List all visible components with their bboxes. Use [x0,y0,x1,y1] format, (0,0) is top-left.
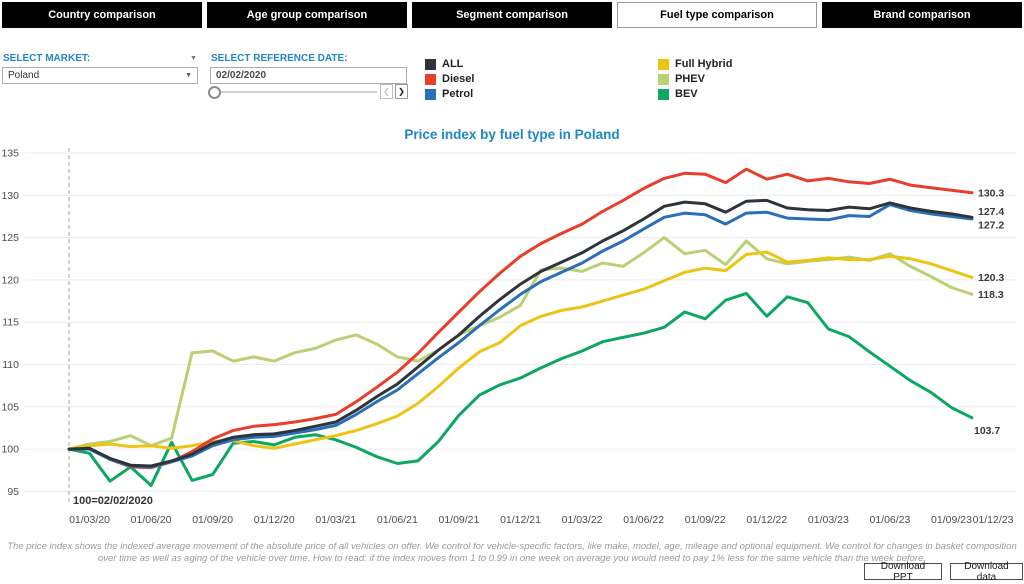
chart-footnote: The price index shows the indexed averag… [7,541,1017,565]
price-index-chart: 95 100 105 110 115 120 125 130 135 01/03/20 01/06/… [1,148,1016,526]
x-axis-label: 01/09/22 [685,514,726,526]
legend-label: ALL [442,58,464,70]
y-axis-label: 115 [2,317,19,329]
chevron-down-icon: ▼ [185,72,192,79]
series-end-label: 118.3 [978,289,1004,301]
legend-item-bev: BEV [658,88,698,100]
select-market-label: SELECT MARKET: [3,53,91,64]
x-axis-label: 01/03/20 [69,514,110,526]
chart-title: Price index by fuel type in Poland [404,127,620,142]
x-axis-label: 01/12/21 [500,514,541,526]
date-slider-handle[interactable] [208,86,221,99]
legend-item-diesel: Diesel [425,73,474,85]
series-end-label: 103.7 [974,425,1000,437]
y-axis-label: 135 [1,148,19,160]
date-next-button[interactable]: ❯ [395,84,408,99]
x-axis-label: 01/06/23 [869,514,910,526]
legend-item-full-hybrid: Full Hybrid [658,58,732,70]
tab-country-comparison[interactable]: Country comparison [2,2,202,28]
tab-fuel-type-comparison[interactable]: Fuel type comparison [617,2,817,28]
tab-brand-comparison[interactable]: Brand comparison [822,2,1022,28]
legend-swatch-icon [425,58,436,70]
x-axis-label: 01/09/23 [931,514,972,526]
x-axis-label: 01/06/20 [131,514,172,526]
reference-annotation: 100=02/02/2020 [73,495,153,507]
legend-swatch-icon [658,73,669,85]
series-line-all [67,198,974,468]
select-reference-date-label: SELECT REFERENCE DATE: [211,53,348,64]
legend-swatch-icon [425,73,436,85]
legend-item-phev: PHEV [658,73,705,85]
legend-label: Full Hybrid [675,58,733,70]
tab-segment-comparison[interactable]: Segment comparison [412,2,612,28]
series-end-label: 130.3 [978,187,1004,199]
series-line-bev [67,291,974,487]
date-slider-track[interactable] [219,91,377,93]
legend-label: Petrol [442,88,474,100]
x-axis-label: 01/03/22 [562,514,603,526]
y-axis-label: 100 [1,444,19,456]
legend-item-petrol: Petrol [425,88,473,100]
x-axis-label: 01/12/23 [973,514,1014,526]
legend-label: PHEV [675,73,705,85]
series-line-petrol [67,203,974,469]
legend-swatch-icon [425,88,436,100]
series-end-label: 120.3 [978,272,1004,284]
y-axis-label: 130 [1,190,19,202]
tab-bar: Country comparison Age group comparison Se… [2,2,1022,28]
date-prev-button[interactable]: ❮ [380,84,393,99]
tab-age-group-comparison[interactable]: Age group comparison [207,2,407,28]
download-data-button[interactable]: Download data [950,561,1023,583]
legend-swatch-icon [658,58,669,70]
x-axis-label: 01/06/21 [377,514,418,526]
y-axis-label: 125 [1,232,19,244]
y-axis-label: 120 [1,274,19,286]
reference-date-input[interactable] [210,67,407,84]
series-end-label: 127.2 [978,219,1004,231]
x-axis-label: 01/12/20 [254,514,295,526]
x-axis-label: 01/03/21 [315,514,356,526]
x-axis-label: 01/09/20 [192,514,233,526]
legend-swatch-icon [658,88,669,100]
y-axis-label: 105 [1,401,19,413]
x-axis-label: 01/12/22 [746,514,787,526]
download-ppt-button[interactable]: Download PPT [864,561,942,583]
y-axis-label: 95 [7,486,19,498]
x-axis-label: 01/06/22 [623,514,664,526]
series-line-phev [67,236,974,451]
legend-label: Diesel [442,73,475,85]
legend-label: BEV [675,88,698,100]
series-line-diesel [67,167,974,470]
chevron-down-icon: ▼ [190,55,197,62]
legend-item-all: ALL [425,58,463,70]
market-select[interactable]: Poland ▼ [2,67,198,84]
chevron-left-icon: ❮ [383,87,390,96]
x-axis-label: 01/09/21 [438,514,479,526]
market-select-value: Poland [8,70,40,81]
x-axis-label: 01/03/23 [808,514,849,526]
y-axis-label: 110 [2,359,19,371]
series-end-label: 127.4 [978,206,1004,218]
chevron-right-icon: ❯ [398,87,405,96]
